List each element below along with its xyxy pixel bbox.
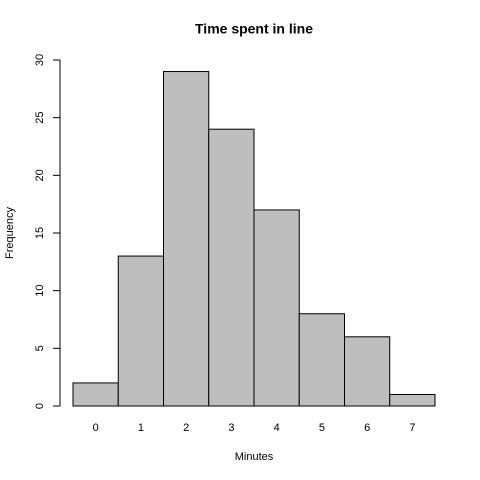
x-tick-label: 2: [183, 422, 189, 434]
y-tick-label: 25: [34, 112, 46, 124]
y-axis-label: Frequency: [4, 207, 16, 259]
x-tick-label: 6: [364, 422, 370, 434]
bar: [253, 209, 300, 407]
y-tick-label: 5: [34, 345, 46, 351]
bar: [208, 128, 255, 407]
y-tick-label: 30: [34, 54, 46, 66]
bar: [163, 71, 210, 407]
y-tick-label: 0: [34, 403, 46, 409]
chart-title: Time spent in line: [195, 21, 313, 37]
bar: [298, 313, 345, 407]
y-tick-label: 20: [34, 169, 46, 181]
bar: [344, 336, 391, 407]
bar: [72, 382, 119, 407]
x-tick-label: 4: [274, 422, 280, 434]
bar: [117, 255, 164, 407]
x-tick-label: 5: [319, 422, 325, 434]
x-tick-label: 1: [138, 422, 144, 434]
y-tick-label: 10: [34, 285, 46, 297]
x-tick-label: 3: [228, 422, 234, 434]
x-axis-label: Minutes: [235, 451, 274, 463]
x-tick-label: 7: [409, 422, 415, 434]
bar: [389, 393, 436, 407]
y-tick-label: 15: [34, 227, 46, 239]
x-tick-label: 0: [93, 422, 99, 434]
